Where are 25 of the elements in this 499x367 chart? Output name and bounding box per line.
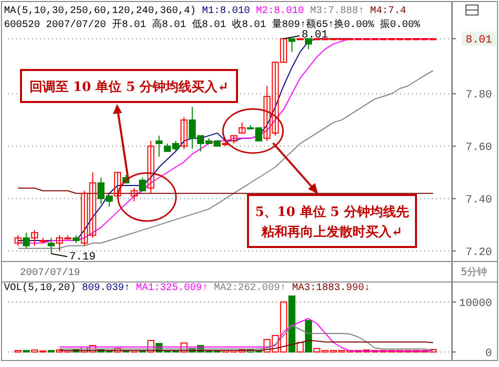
annotation: 7.19 <box>69 252 96 264</box>
y-tick-label: 0 <box>485 348 492 360</box>
y-tick-label: 7.80 <box>466 90 492 102</box>
text: M4:7.4 <box>370 6 406 17</box>
y-tick-label: 7.20 <box>466 246 492 259</box>
y-tick-label: 7.60 <box>466 142 492 154</box>
text: 5分钟 <box>460 266 488 278</box>
text: 600520 2007/07/20 开8.01 高8.01 低8.01 收8.01 量809↑额65↑换0.00% 振0.00% <box>4 18 420 31</box>
text: M2:8.010 <box>256 6 304 17</box>
annotation: 回调至 10 单位 5 分钟均线买入↵ <box>29 79 229 95</box>
chart-subtitle: 809.039↑ <box>82 283 130 294</box>
text: MA1:325.009↑ <box>136 283 208 294</box>
chart-title: VOL(5,10,20) <box>4 282 76 294</box>
text: MA3:1883.990↓ <box>292 283 370 294</box>
text: 2007/07/19 <box>20 267 80 279</box>
text: M1:8.010 <box>202 6 250 17</box>
y-tick-label: 7.40 <box>466 194 492 206</box>
annotation: 5、10 单位 5 分钟均线先 <box>255 204 409 220</box>
y-tick-label: 10000 <box>458 298 492 310</box>
chart-title: MA(5,10,30,250,60,120,240,360,4) <box>4 5 196 17</box>
y-tick-label: 8.01 <box>466 34 492 47</box>
annotation: 粘和再向上发散时买入↵ <box>260 224 402 240</box>
annotation: 8.01 <box>302 30 328 42</box>
text: MA2:262.009↑ <box>214 283 286 294</box>
text: M3:7.888↑ <box>310 6 364 17</box>
